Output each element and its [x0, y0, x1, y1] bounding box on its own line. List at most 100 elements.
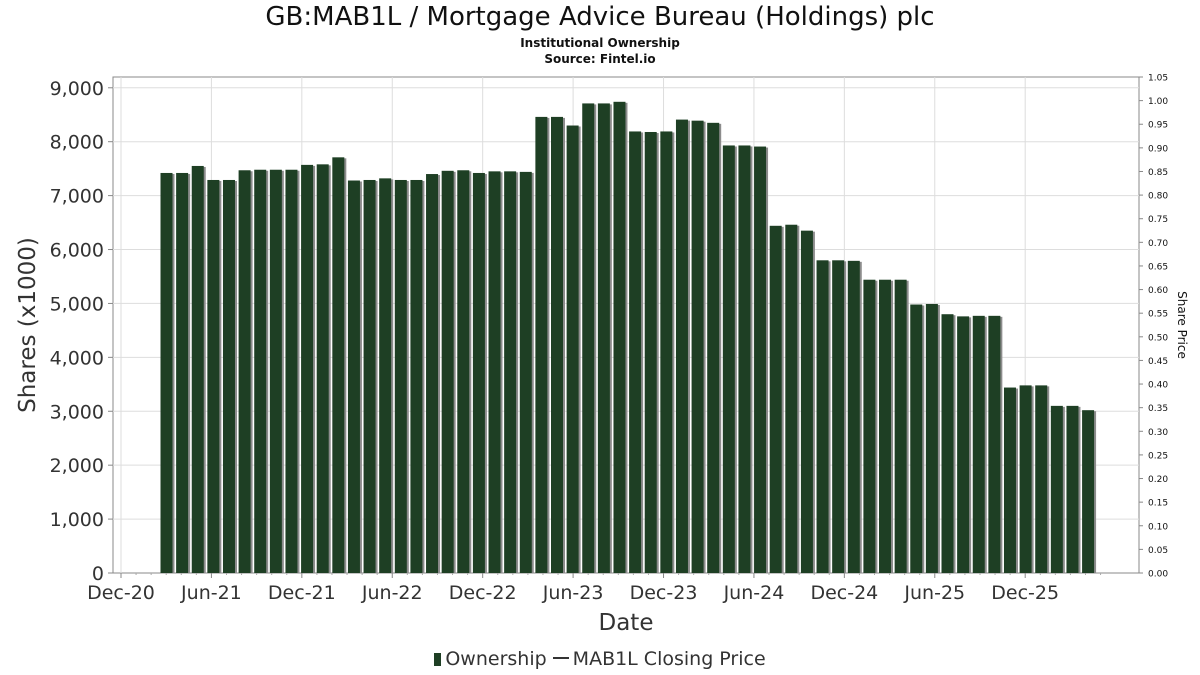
bar — [754, 146, 767, 573]
legend-price-line-icon — [552, 657, 569, 659]
bar — [551, 116, 563, 573]
y2-tick-label: 0.15 — [1148, 499, 1168, 509]
bar — [613, 101, 626, 574]
y-axis-title: Shares (x1000) — [15, 237, 41, 413]
bar — [1035, 385, 1048, 573]
y2-tick-label: 0.90 — [1148, 144, 1168, 154]
bar — [519, 171, 532, 573]
bar — [816, 260, 829, 573]
bar — [176, 172, 189, 573]
y2-tick-label: 0.10 — [1148, 522, 1168, 532]
bar — [644, 131, 657, 573]
y-tick-label: 6,000 — [50, 240, 104, 262]
bar — [394, 179, 407, 573]
bar — [629, 131, 642, 573]
x-tick-label: Dec-25 — [991, 582, 1059, 604]
bar — [254, 169, 267, 573]
y2-tick-label: 0.50 — [1148, 333, 1168, 343]
bar — [457, 170, 470, 573]
bar — [785, 224, 798, 573]
y2-tick-label: 0.70 — [1148, 239, 1168, 249]
legend-ownership-label: Ownership — [445, 648, 547, 670]
bar — [1019, 385, 1032, 573]
bar — [691, 120, 704, 574]
x-tick-label: Jun-21 — [180, 582, 242, 604]
y2-tick-label: 0.65 — [1148, 262, 1168, 272]
y2-tick-label: 0.40 — [1148, 381, 1168, 391]
y2-tick-label: 0.80 — [1148, 192, 1168, 202]
chart-subtitle-2: Source: Fintel.io — [544, 52, 656, 66]
bar — [957, 316, 970, 573]
bar — [269, 169, 282, 573]
bar — [301, 164, 314, 573]
y-tick-label: 9,000 — [50, 78, 104, 100]
y2-tick-label: 0.00 — [1148, 570, 1168, 580]
y-tick-label: 2,000 — [50, 455, 104, 477]
y-axis-left: 0 1,000 2,000 3,000 4,000 5,000 6,000 7,000 8,00… — [50, 78, 113, 585]
x-tick-label: Jun-25 — [903, 582, 965, 604]
x-tick-label: Jun-22 — [361, 582, 423, 604]
x-tick-label: Jun-23 — [542, 582, 604, 604]
bar — [1050, 405, 1063, 573]
bar — [191, 165, 204, 573]
bar — [660, 131, 673, 573]
x-axis-title: Date — [599, 610, 654, 636]
bar — [332, 157, 345, 573]
bar — [894, 279, 907, 573]
y-tick-label: 1,000 — [50, 509, 104, 531]
bar — [910, 304, 923, 573]
bars-group — [160, 101, 1097, 574]
bar — [238, 170, 251, 573]
bar — [566, 125, 579, 574]
bar — [207, 179, 220, 573]
bar — [1066, 405, 1079, 573]
bar — [800, 230, 813, 574]
y2-tick-label: 0.75 — [1148, 215, 1168, 225]
y-tick-label: 7,000 — [50, 186, 104, 208]
y-tick-label: 8,000 — [50, 132, 104, 154]
bar — [472, 172, 485, 573]
bar — [925, 303, 938, 573]
y2-tick-label: 0.25 — [1148, 451, 1168, 461]
bar — [988, 315, 1001, 573]
legend-price-label: MAB1L Closing Price — [572, 648, 766, 670]
y2-tick-label: 0.30 — [1148, 428, 1168, 438]
y2-tick-label: 0.85 — [1148, 168, 1168, 178]
bar — [707, 122, 720, 574]
bar — [363, 179, 376, 573]
bar — [1003, 387, 1016, 573]
y-tick-label: 5,000 — [50, 293, 104, 315]
bar — [347, 180, 360, 573]
bar — [847, 260, 860, 573]
bar — [879, 279, 892, 573]
x-tick-label: Dec-23 — [630, 582, 698, 604]
y2-tick-label: 1.05 — [1148, 74, 1168, 84]
y2-tick-label: 0.55 — [1148, 310, 1168, 320]
chart-title: GB:MAB1L / Mortgage Advice Bureau (Holdi… — [265, 2, 935, 32]
bar — [441, 170, 454, 573]
y2-tick-label: 1.00 — [1148, 97, 1168, 107]
bar — [738, 145, 751, 574]
bar — [410, 179, 423, 573]
y-tick-label: 0 — [92, 563, 104, 585]
y-tick-label: 4,000 — [50, 347, 104, 369]
bar — [675, 119, 688, 573]
x-axis: Dec-20 Jun-21 Dec-21 Jun-22 Dec-22 Jun-23 Dec-… — [87, 573, 1102, 604]
bar — [535, 116, 548, 573]
bar — [488, 171, 501, 573]
y2-tick-label: 0.20 — [1148, 475, 1168, 485]
y2-tick-label: 0.60 — [1148, 286, 1168, 296]
bar — [426, 174, 439, 574]
chart-subtitle-1: Institutional Ownership — [520, 36, 680, 50]
y2-tick-label: 0.05 — [1148, 546, 1168, 556]
bar — [769, 225, 782, 574]
bar — [832, 260, 845, 573]
x-tick-label: Dec-20 — [87, 582, 155, 604]
bar — [582, 103, 595, 573]
bar — [863, 279, 876, 573]
bar — [285, 169, 298, 573]
bar — [504, 171, 517, 573]
y2-tick-label: 0.45 — [1148, 357, 1168, 367]
legend: Ownership MAB1L Closing Price — [0, 648, 1200, 670]
